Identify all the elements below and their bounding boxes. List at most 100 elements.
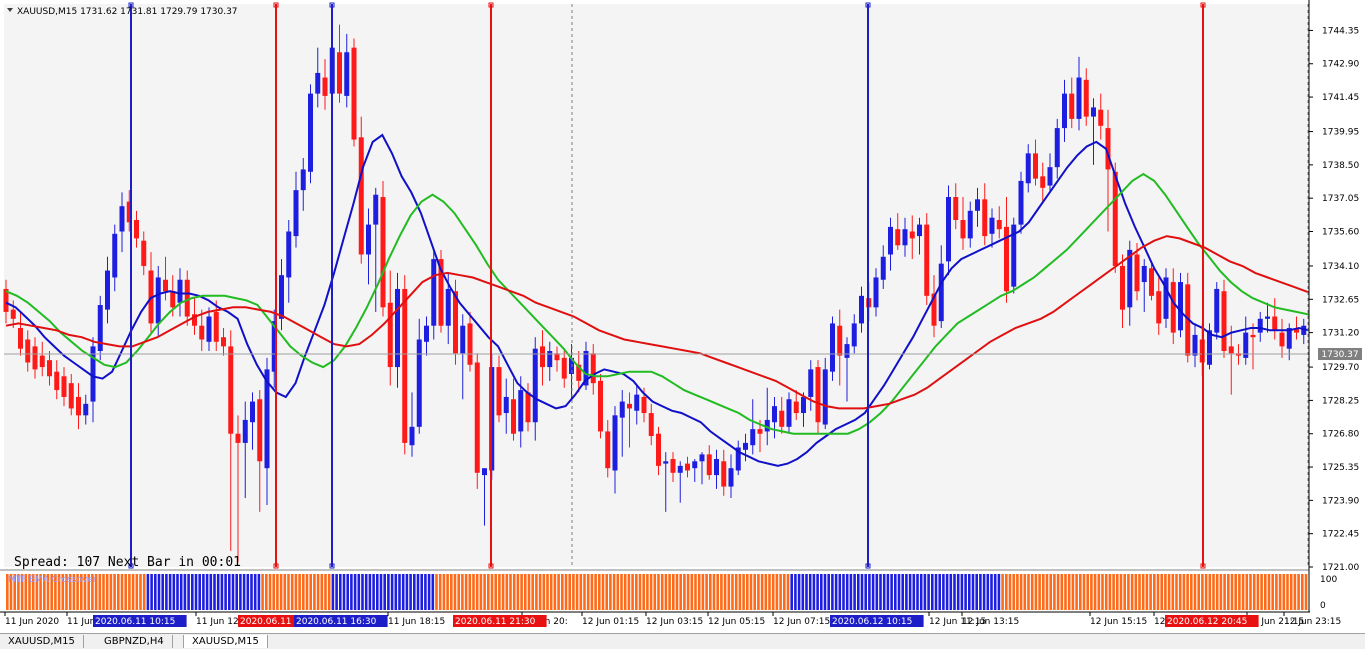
histogram-bar: [1297, 574, 1300, 610]
candle-body: [975, 199, 980, 211]
tab-gbpnzd-h4[interactable]: GBPNZD,H4: [96, 635, 173, 648]
histogram-bar: [660, 574, 664, 610]
candle-body: [532, 348, 538, 423]
histogram-bar: [894, 574, 897, 610]
candle-body: [648, 413, 654, 437]
price-label: 1741.45: [1322, 93, 1359, 103]
histogram-bar: [453, 574, 457, 610]
candle: [938, 245, 944, 329]
histogram-bar: [653, 574, 657, 610]
candle-body: [177, 279, 183, 303]
time-label: 12 Jun 05:15: [708, 617, 765, 627]
candle-body: [1257, 318, 1263, 333]
vertical-marker-handle: [488, 2, 494, 8]
histogram-bar: [342, 574, 346, 610]
indicator-histogram: [6, 574, 1308, 610]
candle: [337, 24, 342, 103]
histogram-bar: [801, 574, 805, 610]
candle: [76, 383, 81, 430]
candle-body: [445, 288, 451, 326]
candle-body: [39, 355, 45, 368]
histogram-bar: [1082, 574, 1086, 610]
histogram-bar: [1045, 574, 1049, 610]
histogram-bar: [964, 574, 967, 610]
histogram-bar: [731, 574, 734, 610]
candle: [670, 452, 676, 482]
candle-body: [242, 419, 248, 443]
histogram-bar: [845, 574, 849, 610]
histogram-bar: [442, 574, 446, 610]
chevron-down-icon[interactable]: [7, 8, 13, 12]
marker-time-label: 2020.06.12 10:15: [832, 617, 912, 627]
candle-body: [1141, 265, 1147, 283]
price-label: 1739.95: [1322, 128, 1359, 138]
candle-body: [764, 419, 770, 432]
tab-xauusd-m15-1[interactable]: XAUUSD,M15: [0, 635, 84, 648]
histogram-bar: [509, 574, 512, 610]
price-axis[interactable]: [1309, 0, 1365, 633]
histogram-bar: [413, 574, 416, 610]
histogram-bar: [546, 574, 549, 610]
histogram-bar: [1123, 574, 1126, 610]
histogram-bar: [742, 574, 745, 610]
price-label: 1729.70: [1322, 363, 1359, 373]
histogram-bar: [1190, 574, 1193, 610]
candle-body: [714, 458, 719, 476]
histogram-bar: [857, 574, 860, 610]
candle-body: [627, 403, 632, 409]
histogram-bar: [142, 574, 146, 610]
histogram-bar: [1093, 574, 1097, 610]
histogram-bar: [905, 574, 908, 610]
histogram-bar: [320, 574, 324, 610]
histogram-bar: [313, 574, 316, 610]
histogram-bar: [1060, 574, 1064, 610]
time-label: 12 Jun 01:15: [582, 617, 639, 627]
histogram-bar: [327, 574, 331, 610]
candle: [1301, 318, 1307, 345]
histogram-bar: [427, 574, 431, 610]
histogram-bar: [849, 574, 853, 610]
histogram-bar: [364, 574, 368, 610]
histogram-bar: [949, 574, 953, 610]
vertical-markers-layer[interactable]: [128, 2, 1206, 569]
histogram-bar: [372, 574, 375, 610]
candle: [605, 419, 611, 478]
histogram-bar: [549, 574, 553, 610]
ema-slow-line: [5, 235, 1319, 410]
histogram-bar: [1138, 574, 1141, 610]
histogram-bar: [1034, 574, 1038, 610]
histogram-bar: [620, 574, 623, 610]
candle-body: [815, 367, 821, 423]
histogram-bar: [1101, 574, 1104, 610]
plot-area[interactable]: [4, 4, 1308, 567]
price-chart[interactable]: XAUUSD,M15 1731.62 1731.81 1729.79 1730.…: [0, 0, 1365, 633]
candle-body: [917, 224, 922, 237]
histogram-bar: [1193, 574, 1197, 610]
candle: [518, 376, 524, 448]
marker-time-badge: [1165, 615, 1259, 627]
candle-body: [902, 229, 908, 246]
candle-body: [1178, 282, 1183, 331]
candle: [39, 341, 45, 377]
candle: [1120, 254, 1125, 329]
histogram-bar: [235, 574, 238, 610]
tab-xauusd-m15-active[interactable]: XAUUSD,M15: [183, 635, 268, 648]
vertical-marker-handle: [488, 563, 494, 569]
time-label: 12 Jun 03:15: [646, 617, 703, 627]
histogram-bar: [1293, 574, 1297, 610]
candle: [1141, 259, 1147, 312]
histogram-bar: [265, 574, 268, 610]
candle: [18, 311, 23, 356]
histogram-bar: [1234, 574, 1237, 610]
histogram-bar: [1289, 574, 1293, 610]
candle-body: [25, 339, 31, 363]
price-label: 1722.45: [1322, 530, 1359, 540]
histogram-bar: [868, 574, 871, 610]
candle-body: [32, 346, 38, 370]
histogram-bar: [179, 574, 183, 610]
candle-body: [1033, 153, 1038, 179]
candle-body: [822, 369, 828, 425]
histogram-bar: [68, 574, 72, 610]
candle: [699, 452, 705, 485]
